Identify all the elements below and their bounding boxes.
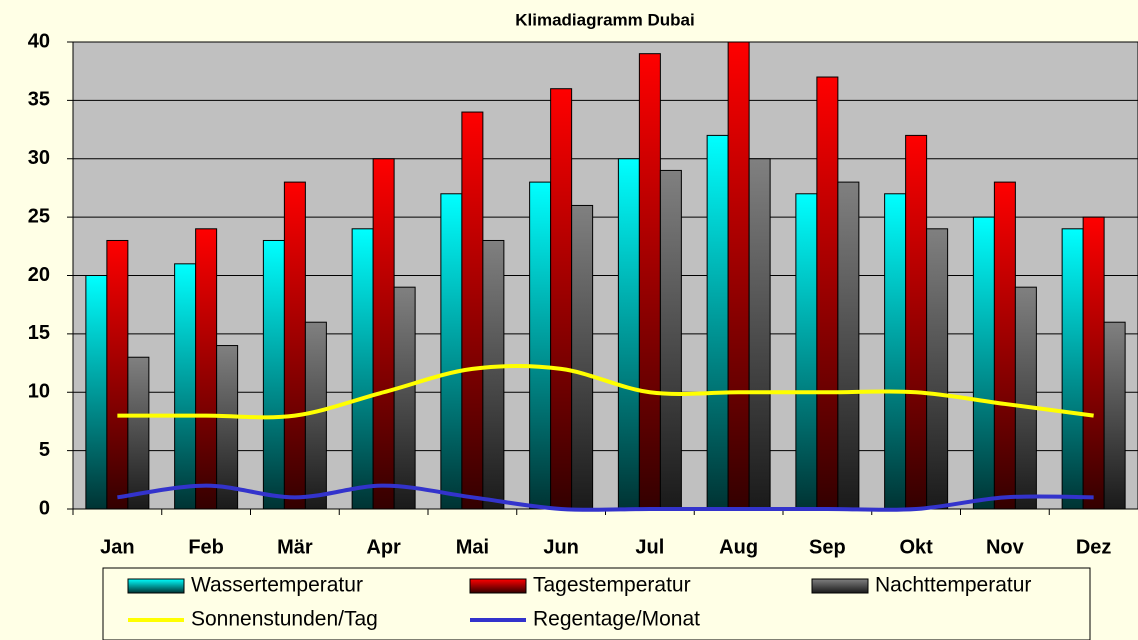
y-tick-label: 20 [28,264,50,286]
bar [127,356,150,510]
bar [529,181,552,510]
bar [174,263,197,510]
bar [638,53,661,510]
y-tick-label: 15 [28,322,50,344]
x-tick-label: Apr [366,536,401,558]
x-tick-label: Dez [1076,536,1112,558]
legend-label: Wassertemperatur [191,574,363,597]
bar [972,216,995,510]
bar [106,239,129,510]
x-tick-label: Nov [986,536,1025,558]
y-tick-label: 40 [28,30,50,52]
y-tick-label: 5 [39,439,50,461]
x-tick-label: Mär [277,536,313,558]
bar [482,239,505,510]
x-tick-label: Sep [809,536,846,558]
x-tick-label: Jan [100,536,134,558]
legend-swatch [811,578,869,594]
bar [659,169,682,510]
bar [795,193,818,510]
legend-swatch [127,578,185,594]
x-tick-label: Okt [899,536,933,558]
bar [304,321,327,510]
bar [905,134,928,510]
bar [262,239,285,510]
bar [195,228,218,510]
bar [727,41,750,510]
bar [461,111,484,510]
bar [216,345,239,510]
bar [85,275,108,510]
bar [993,181,1016,510]
line [117,363,1094,420]
bar [884,193,907,510]
bar [372,158,395,510]
bar [837,181,860,510]
bar [706,134,729,510]
bar [351,228,374,510]
x-tick-label: Feb [188,536,224,558]
bar [283,181,306,510]
bar [393,286,416,510]
legend-label: Tagestemperatur [533,574,691,597]
bar [816,76,839,510]
y-tick-label: 25 [28,205,50,227]
y-tick-label: 35 [28,89,50,111]
legend [102,567,1091,640]
y-tick-label: 30 [28,147,50,169]
bar [1061,228,1084,510]
legend-label: Nachttemperatur [875,574,1031,597]
x-tick-label: Aug [719,536,758,558]
bar [1103,321,1126,510]
bar [748,158,771,510]
x-tick-label: Mai [456,536,489,558]
legend-swatch [469,578,527,594]
bar [617,158,640,510]
bar [1082,216,1105,510]
bar [571,204,594,510]
x-tick-label: Jun [543,536,579,558]
chart-title: Klimadiagramm Dubai [515,10,695,29]
bar [1014,286,1037,510]
y-tick-label: 0 [39,497,50,519]
y-tick-label: 10 [28,381,50,403]
x-tick-label: Jul [635,536,664,558]
legend-label: Sonnenstunden/Tag [191,608,378,631]
line [117,483,1094,512]
bar [440,193,463,510]
bar [550,88,573,510]
bar [926,228,949,510]
legend-label: Regentage/Monat [533,608,700,631]
